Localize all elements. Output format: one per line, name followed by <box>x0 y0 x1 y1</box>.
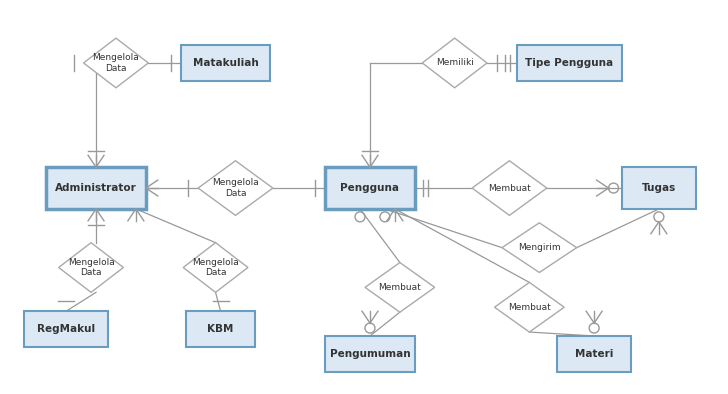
Text: Pengguna: Pengguna <box>341 183 400 193</box>
Bar <box>186 311 256 347</box>
Text: Mengirim: Mengirim <box>518 243 561 252</box>
Text: KBM: KBM <box>207 324 234 334</box>
Bar <box>46 167 146 209</box>
Text: RegMakul: RegMakul <box>37 324 95 334</box>
Polygon shape <box>59 243 124 292</box>
Polygon shape <box>472 161 547 216</box>
Polygon shape <box>365 262 435 312</box>
Bar <box>325 336 415 372</box>
Polygon shape <box>183 243 248 292</box>
Polygon shape <box>422 38 487 88</box>
Bar <box>181 45 270 81</box>
Polygon shape <box>494 282 564 332</box>
Bar <box>325 167 415 209</box>
Text: Administrator: Administrator <box>55 183 137 193</box>
Polygon shape <box>84 38 149 88</box>
Text: Matakuliah: Matakuliah <box>193 58 258 68</box>
Text: Membuat: Membuat <box>508 303 551 312</box>
Text: Mengelola
Data: Mengelola Data <box>212 178 259 198</box>
Text: Memiliki: Memiliki <box>436 58 474 67</box>
Text: Pengumuman: Pengumuman <box>330 349 411 359</box>
Bar <box>24 311 108 347</box>
Text: Materi: Materi <box>575 349 613 359</box>
Polygon shape <box>502 223 577 273</box>
Text: Mengelola
Data: Mengelola Data <box>192 258 239 277</box>
Bar <box>517 45 622 81</box>
Bar <box>557 336 631 372</box>
Text: Membuat: Membuat <box>379 283 422 292</box>
Text: Mengelola
Data: Mengelola Data <box>92 53 139 72</box>
Text: Mengelola
Data: Mengelola Data <box>68 258 114 277</box>
Text: Membuat: Membuat <box>488 184 531 193</box>
Text: Tugas: Tugas <box>642 183 676 193</box>
Bar <box>622 167 696 209</box>
Text: Tipe Pengguna: Tipe Pengguna <box>525 58 613 68</box>
Polygon shape <box>198 161 273 216</box>
